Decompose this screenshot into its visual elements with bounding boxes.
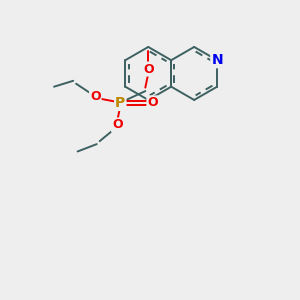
Text: O: O [112, 118, 123, 131]
Text: N: N [211, 53, 223, 67]
Text: P: P [115, 96, 125, 110]
Text: O: O [143, 62, 154, 76]
Text: O: O [90, 91, 101, 103]
Text: O: O [147, 96, 158, 110]
